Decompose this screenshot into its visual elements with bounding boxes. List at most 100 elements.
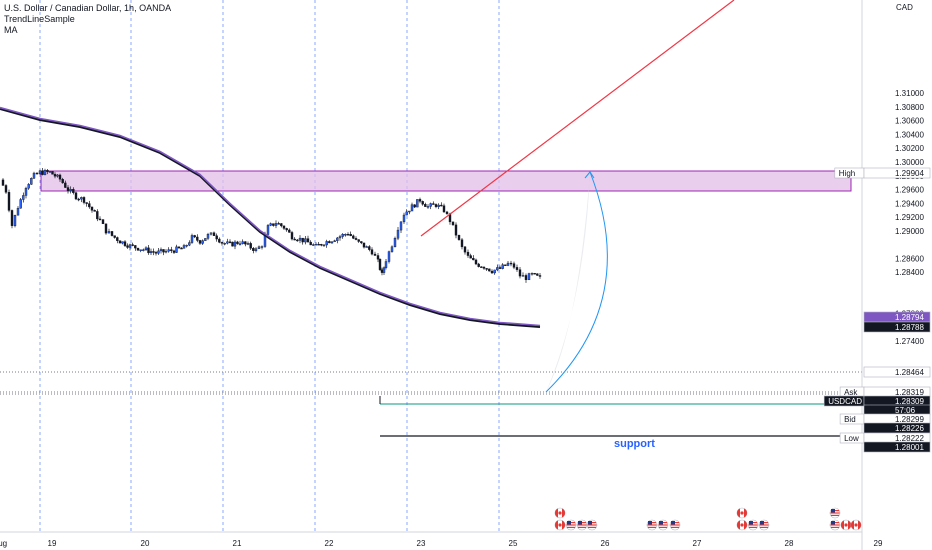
candle-body — [152, 251, 155, 253]
candle-body — [304, 238, 307, 243]
candle-body — [128, 244, 132, 248]
candle-body — [301, 237, 304, 243]
candle-body — [277, 223, 280, 225]
candle-body — [306, 238, 310, 243]
us-flag-icon[interactable] — [565, 519, 577, 531]
candle-body — [357, 239, 360, 242]
candle-body — [488, 268, 491, 272]
us-flag-icon[interactable] — [669, 519, 681, 531]
candle-body — [46, 170, 49, 172]
projection-arc[interactable] — [545, 171, 608, 393]
candle-body — [333, 240, 336, 242]
candle-body — [285, 228, 288, 231]
economic-events[interactable] — [554, 507, 862, 531]
candle-body — [254, 248, 258, 251]
candle-body — [437, 204, 440, 207]
candle-body — [346, 234, 350, 236]
candle-body — [426, 206, 430, 208]
candle-body — [538, 275, 542, 277]
candle-body — [43, 170, 47, 175]
candle-body — [393, 238, 397, 248]
us-flag-icon[interactable] — [829, 519, 841, 531]
price-tag: 1.28226 — [863, 422, 931, 434]
candle-body — [85, 202, 88, 204]
price-tag-box — [863, 366, 931, 378]
candle-body — [77, 198, 80, 201]
candle-body — [61, 179, 64, 184]
candle-body — [1, 179, 5, 186]
us-flag-icon[interactable] — [829, 507, 841, 519]
canada-flag-icon[interactable] — [736, 519, 748, 531]
candle-body — [328, 241, 331, 244]
price-tag-value: 1.28464 — [895, 368, 924, 377]
plot-area[interactable] — [0, 0, 862, 532]
candle-body — [139, 249, 142, 251]
canada-flag-icon[interactable] — [554, 519, 566, 531]
canada-flag-icon[interactable] — [840, 519, 852, 531]
candle-body — [193, 235, 196, 238]
candle-body — [66, 187, 70, 191]
candle-body — [454, 224, 458, 236]
candle-body — [472, 258, 475, 261]
candle-body — [457, 235, 461, 240]
candle-body — [432, 203, 435, 205]
candle-body — [421, 201, 424, 205]
price-tag-value: 1.28794 — [895, 313, 924, 322]
candle-body — [48, 171, 52, 173]
candle-body — [314, 243, 318, 246]
candle-body — [116, 237, 119, 241]
price-axis[interactable]: 1.31000 1.30800 1.30600 1.30400 1.30200 1.300… — [895, 89, 924, 346]
candle-body — [182, 245, 186, 249]
canada-flag-icon[interactable] — [554, 507, 566, 519]
moving-average-black[interactable] — [0, 108, 541, 328]
resistance-zone[interactable] — [40, 170, 852, 192]
us-flag-icon[interactable] — [657, 519, 669, 531]
time-tick-label: 19 — [48, 539, 57, 548]
us-flag-icon[interactable] — [758, 519, 770, 531]
moving-average-purple[interactable] — [0, 106, 541, 327]
candle-body — [424, 204, 427, 207]
trend-line[interactable] — [420, 0, 735, 237]
us-flag-icon[interactable] — [586, 519, 598, 531]
candle-body — [280, 223, 283, 227]
candle-body — [405, 211, 408, 216]
time-axis[interactable]: 19 20 21 22 23 25 26 27 28 29 Aug — [0, 539, 883, 548]
time-tick-label: 23 — [417, 539, 426, 548]
canada-flag-icon[interactable] — [736, 507, 748, 519]
candle-body — [429, 203, 432, 207]
time-tick-label: 27 — [693, 539, 702, 548]
candle-body — [170, 249, 173, 252]
time-tick-label: 22 — [325, 539, 334, 548]
price-tick-label: 1.30800 — [895, 103, 924, 112]
price-tick-label: 1.30200 — [895, 144, 924, 153]
indicator-trendline[interactable]: TrendLineSample — [4, 14, 75, 24]
candle-body — [477, 263, 480, 267]
symbol-title[interactable]: U.S. Dollar / Canadian Dollar, 1h, OANDA — [4, 3, 172, 13]
candle-body — [296, 239, 299, 242]
time-tick-label: 25 — [509, 539, 518, 548]
us-flag-icon[interactable] — [576, 519, 588, 531]
price-tick-label: 1.29000 — [895, 227, 924, 236]
price-tick-label: 1.30600 — [895, 117, 924, 126]
candle-body — [157, 250, 160, 254]
candle-body — [53, 174, 57, 177]
time-tick-label: 26 — [601, 539, 610, 548]
candle-body — [336, 237, 339, 241]
candle-body — [144, 247, 148, 250]
candle-body — [93, 210, 96, 212]
time-tick-label: 21 — [233, 539, 242, 548]
candle-body — [19, 199, 22, 209]
price-tag: 1.28788 — [863, 321, 931, 333]
price-tag-label: Bid — [844, 415, 856, 424]
us-flag-icon[interactable] — [646, 519, 658, 531]
candle-body — [126, 245, 129, 248]
candle-body — [51, 171, 54, 175]
candle-body — [325, 241, 328, 246]
candle-body — [38, 170, 42, 174]
canada-flag-icon[interactable] — [850, 519, 862, 531]
us-flag-icon[interactable] — [747, 519, 759, 531]
candle-body — [376, 255, 380, 260]
indicator-ma[interactable]: MA — [4, 25, 18, 35]
